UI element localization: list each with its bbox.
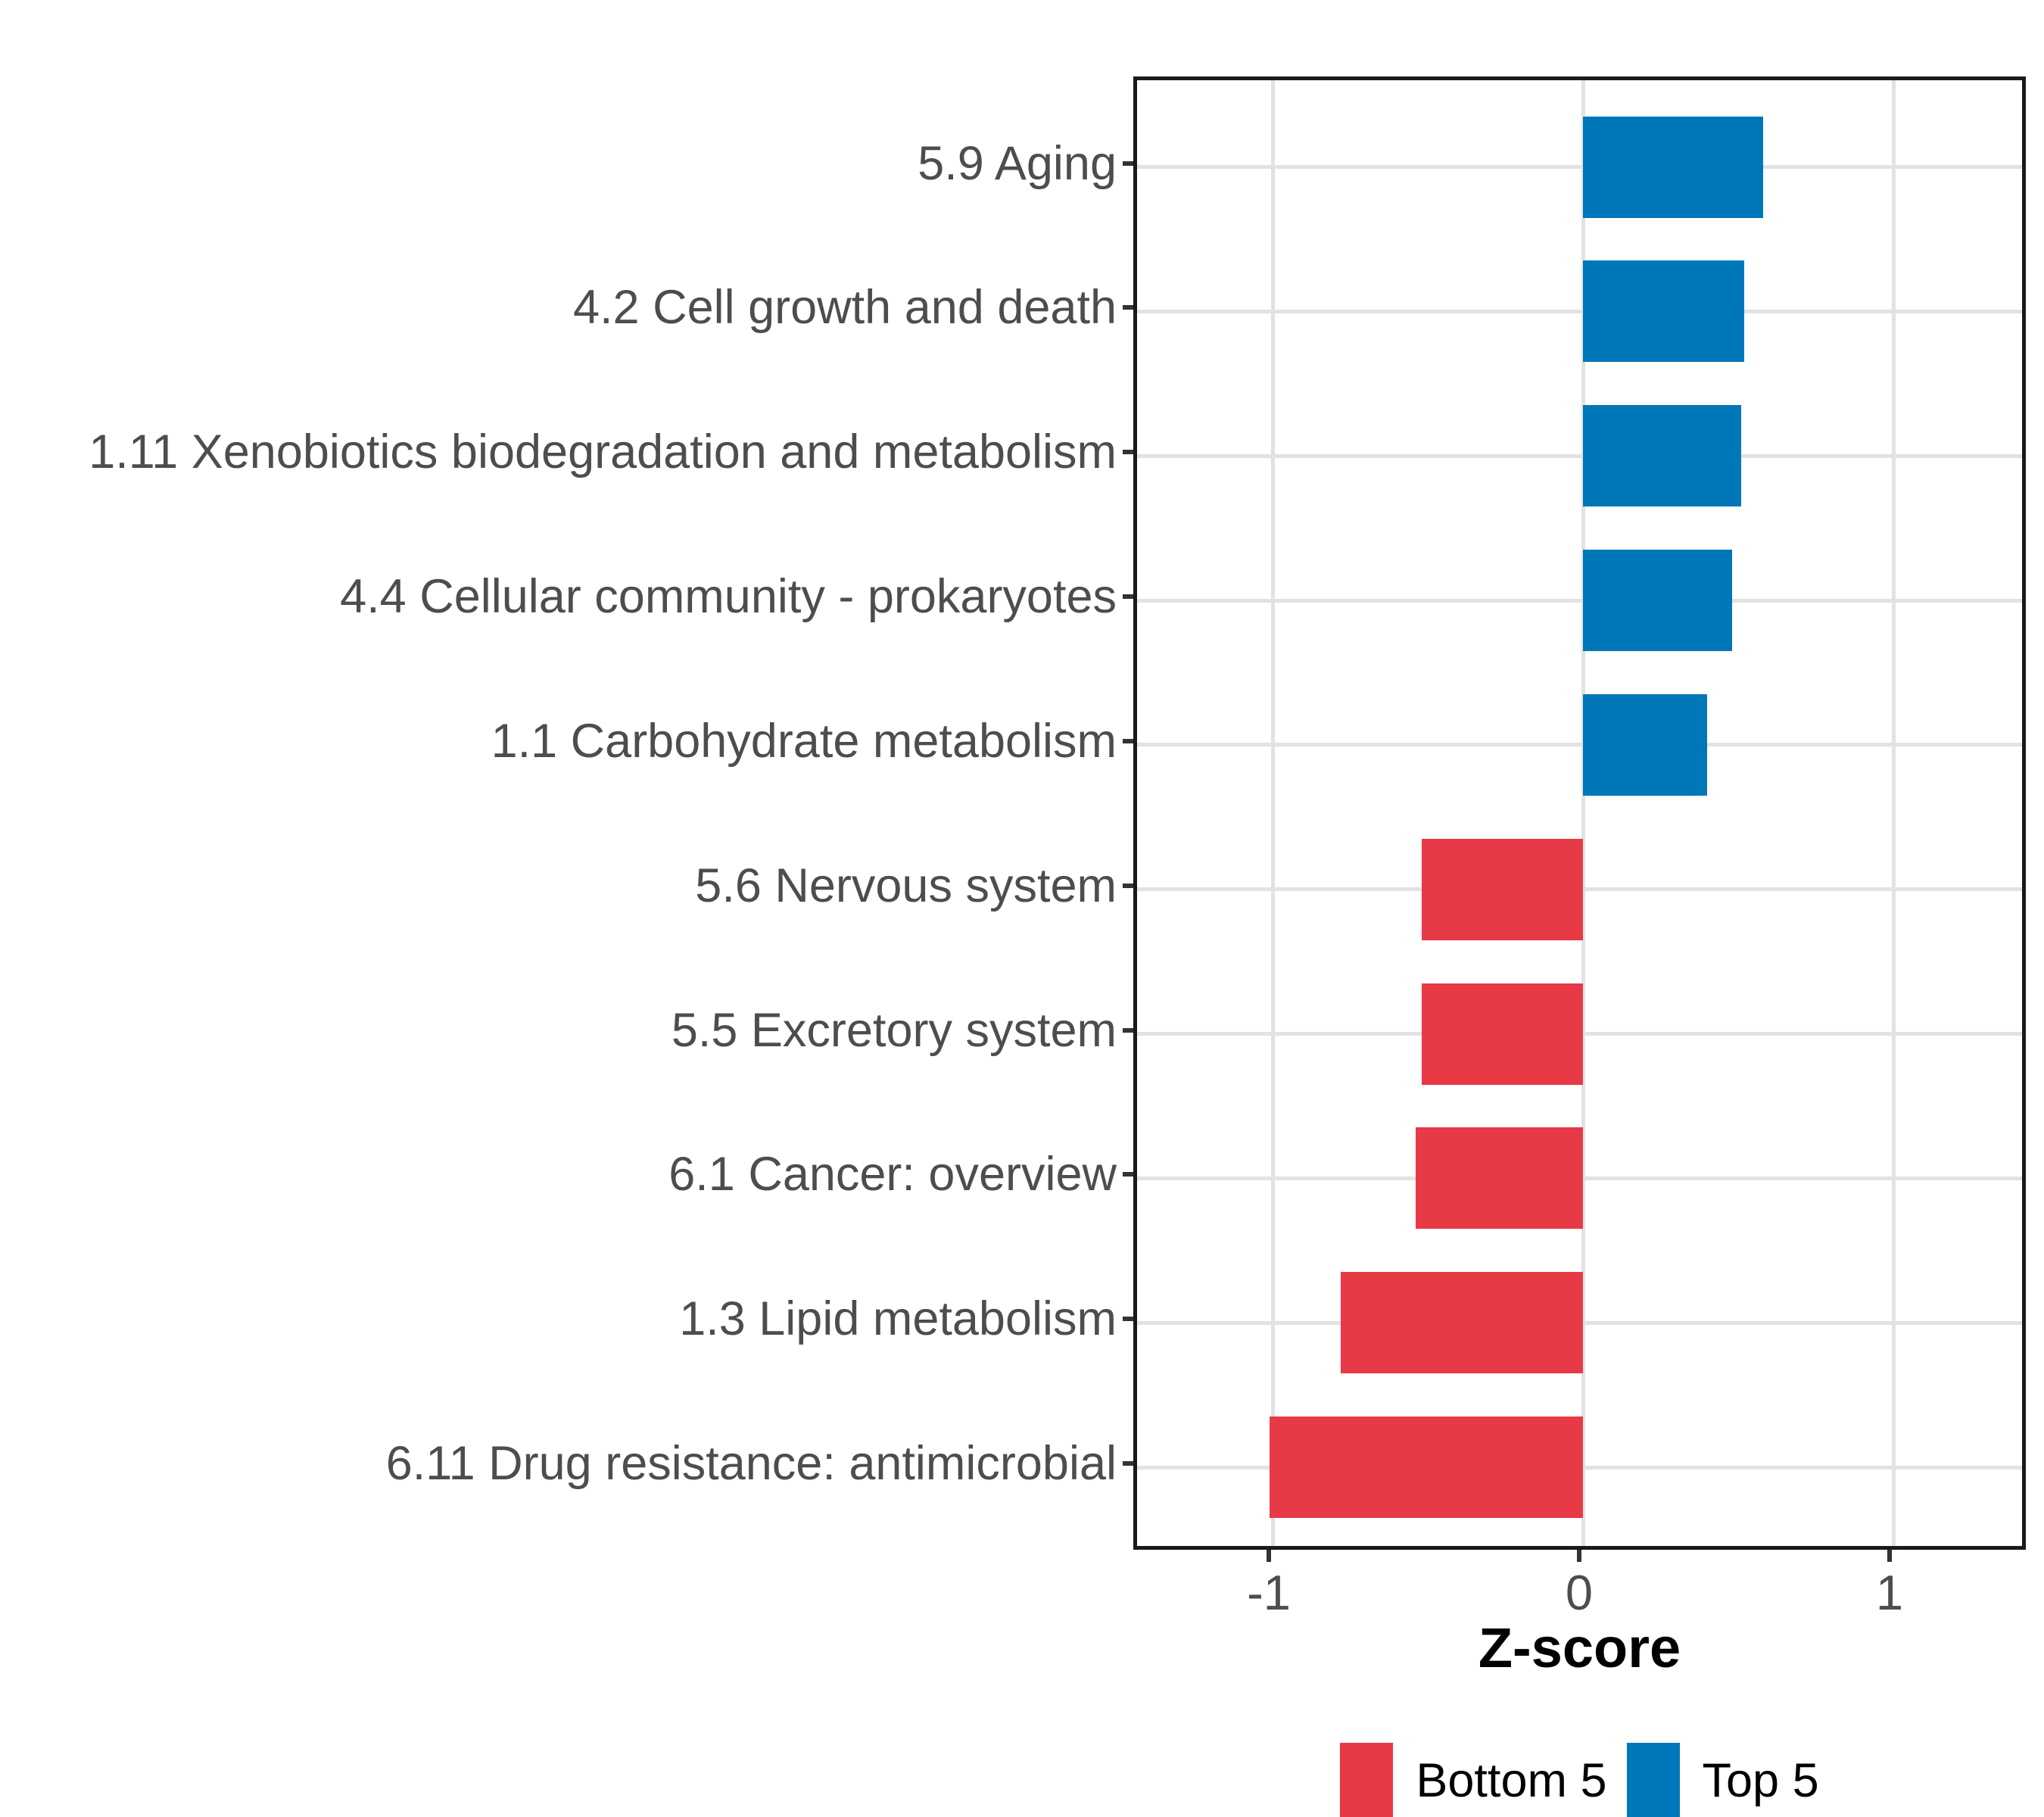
gridline-x--1	[1270, 80, 1275, 1546]
y-axis-label: 1.1 Carbohydrate metabolism	[491, 714, 1117, 768]
bar	[1341, 1272, 1583, 1374]
gridline-row	[1137, 743, 2022, 747]
y-axis-label: 4.2 Cell growth and death	[573, 281, 1117, 335]
y-axis-tick	[1123, 1461, 1133, 1466]
bar	[1421, 983, 1583, 1085]
bar	[1269, 1417, 1583, 1519]
y-axis-tick	[1123, 594, 1133, 600]
legend-label-bottom-5: Bottom 5	[1416, 1754, 1607, 1807]
y-axis-tick	[1123, 1317, 1133, 1322]
gridline-row	[1137, 309, 2022, 313]
y-axis-tick	[1123, 450, 1133, 455]
x-axis-tick	[1267, 1550, 1271, 1562]
y-axis-label: 6.1 Cancer: overview	[668, 1148, 1117, 1201]
legend-swatch-top-5	[1626, 1743, 1680, 1817]
gridline-row	[1137, 453, 2022, 458]
bar	[1421, 838, 1583, 940]
bar	[1583, 116, 1763, 218]
x-axis-tick-label: -1	[1247, 1565, 1291, 1620]
bar	[1583, 550, 1732, 652]
plot-panel	[1133, 76, 2026, 1550]
y-axis-tick	[1123, 305, 1133, 310]
legend: Bottom 5 Top 5	[1133, 1735, 2026, 1817]
gridline-row	[1137, 598, 2022, 603]
y-axis-label: 5.6 Nervous system	[695, 859, 1117, 912]
y-axis-tick	[1123, 883, 1133, 888]
y-axis-tick	[1123, 161, 1133, 166]
legend-label-top-5: Top 5	[1702, 1754, 1819, 1807]
gridline-row	[1137, 165, 2022, 169]
bar	[1583, 693, 1707, 796]
bar	[1583, 260, 1745, 363]
x-axis-tick	[1887, 1550, 1892, 1562]
x-axis-tick-label: 0	[1565, 1565, 1594, 1620]
bar	[1415, 1127, 1583, 1230]
bar	[1583, 405, 1742, 507]
x-axis-tick-label: 1	[1875, 1565, 1904, 1620]
legend-item-bottom-5: Bottom 5	[1340, 1743, 1607, 1817]
y-axis-label: 5.5 Excretory system	[671, 1003, 1117, 1057]
x-axis-title: Z-score	[1478, 1616, 1681, 1679]
y-axis-label: 4.4 Cellular community - prokaryotes	[340, 570, 1117, 624]
gridline-x-1	[1891, 80, 1896, 1546]
y-axis-tick	[1123, 1027, 1133, 1033]
legend-swatch-bottom-5	[1340, 1743, 1394, 1817]
y-axis-label: 6.11 Drug resistance: antimicrobial	[385, 1437, 1117, 1491]
x-axis-tick	[1577, 1550, 1581, 1562]
y-axis-label: 1.11 Xenobiotics biodegradation and meta…	[89, 425, 1117, 479]
legend-item-top-5: Top 5	[1626, 1743, 1819, 1817]
y-axis-tick	[1123, 738, 1133, 743]
y-axis-label: 5.9 Aging	[918, 136, 1117, 190]
gridline-x-0	[1581, 80, 1585, 1546]
y-axis-tick	[1123, 1172, 1133, 1177]
y-axis-label: 1.3 Lipid metabolism	[679, 1292, 1117, 1346]
